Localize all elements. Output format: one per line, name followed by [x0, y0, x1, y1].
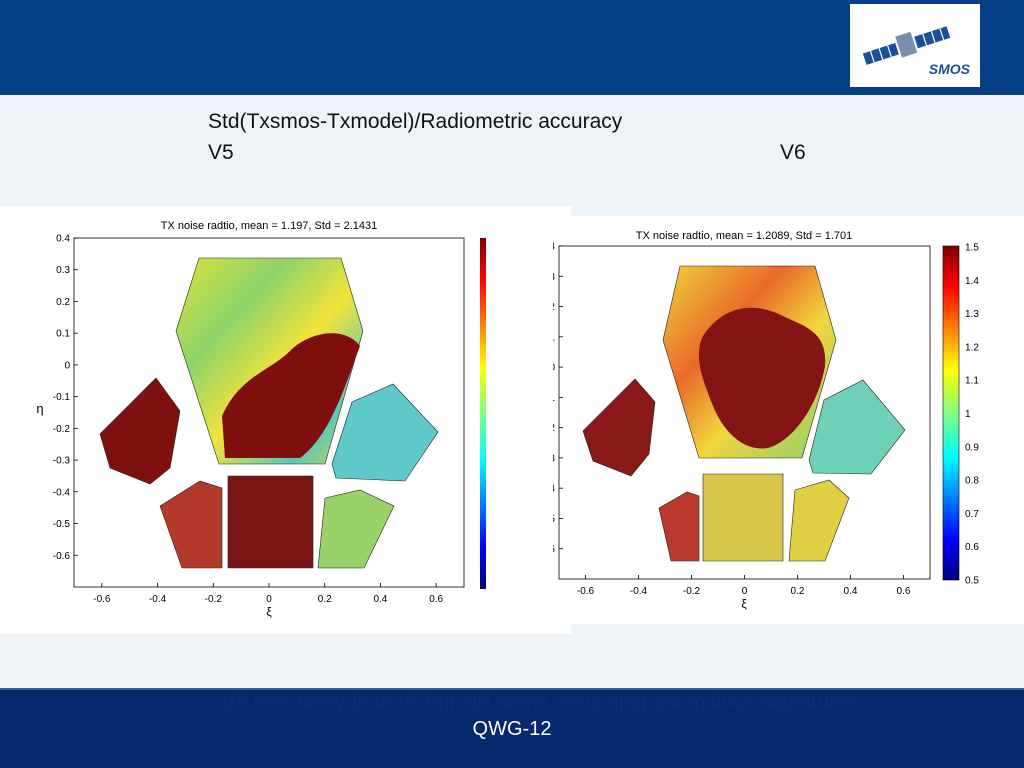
hot-spot: [222, 333, 360, 458]
y-axis-label: η: [36, 401, 43, 416]
footer-bar: [0, 688, 1024, 768]
y-tick-label: -0.1: [53, 392, 71, 403]
y-tick-label: -0.2: [553, 423, 555, 434]
chart-panel-v6: TX noise radtio, mean = 1.2089, Std = 1.…: [523, 216, 1024, 624]
y-tick-label: 0.2: [56, 297, 70, 308]
x-tick-label: 0: [742, 586, 748, 597]
smos-logo: SMOS: [850, 4, 980, 87]
region-bottom-center: [227, 475, 314, 569]
footnote: V6 less noisy than v5 but still some rem…: [221, 691, 859, 714]
x-tick-label: -0.6: [93, 594, 111, 605]
x-tick-label: 0.6: [897, 586, 911, 597]
chart-v6: TX noise radtio, mean = 1.2089, Std = 1.…: [523, 230, 979, 611]
y-tick-label: -0.1: [553, 393, 555, 404]
chart-v5: TX noise radtio, mean = 1.197, Std = 2.1…: [36, 220, 486, 619]
x-axis-label: ξ: [741, 597, 747, 611]
x-tick-label: 0.2: [791, 586, 805, 597]
region-left: [99, 377, 181, 485]
chart-title: TX noise radtio, mean = 1.197, Std = 2.1…: [161, 220, 377, 232]
region-bottom-right: [788, 479, 850, 562]
colorbar-tick-label: 1.3: [965, 309, 979, 320]
colorbar: [942, 245, 960, 581]
y-tick-label: -0.3: [553, 453, 555, 464]
logo-text: SMOS: [928, 61, 970, 77]
x-tick-label: -0.6: [577, 586, 595, 597]
field-map: [582, 265, 906, 562]
footer-code: QWG-12: [472, 718, 552, 740]
y-tick-label: 0.4: [553, 242, 555, 253]
y-tick-label: -0.6: [53, 551, 71, 562]
region-right: [331, 383, 439, 482]
y-tick-label: 0.1: [553, 332, 555, 343]
y-tick-label: -0.2: [53, 424, 71, 435]
y-tick-label: 0.2: [553, 302, 555, 313]
satellite-icon: [862, 26, 951, 65]
colorbar-tick-label: 0.8: [965, 476, 979, 487]
x-tick-label: 0.2: [318, 594, 332, 605]
x-tick-label: -0.2: [683, 586, 701, 597]
y-tick-label: 0.3: [553, 272, 555, 283]
region-bottom-center: [702, 473, 784, 562]
hot-spot: [698, 307, 826, 449]
x-tick-label: 0.4: [373, 594, 387, 605]
colorbar-tick-label: 0.5: [965, 576, 979, 587]
y-tick-label: 0.4: [56, 234, 70, 245]
colorbar-tick-label: 0.7: [965, 509, 979, 520]
region-right: [808, 379, 906, 475]
x-tick-label: 0.6: [429, 594, 443, 605]
slide-title: Std(Txsmos-Txmodel)/Radiometric accuracy: [208, 110, 623, 133]
colorbar-tick-label: 1: [965, 409, 971, 420]
y-tick-label: -0.3: [53, 456, 71, 467]
y-tick-label: -0.4: [553, 484, 555, 495]
colorbar: [480, 238, 486, 589]
colorbar-tick-label: 1.2: [965, 342, 979, 353]
region-bottom-left: [159, 480, 223, 569]
y-tick-label: 0.1: [56, 329, 70, 340]
colorbar-tick-label: 1.1: [965, 376, 979, 387]
x-tick-label: -0.4: [630, 586, 648, 597]
region-left: [582, 378, 656, 477]
y-tick-label: 0: [553, 363, 555, 374]
label-v5: V5: [208, 141, 234, 164]
x-tick-label: 0.4: [844, 586, 858, 597]
x-tick-label: -0.2: [205, 594, 223, 605]
colorbar-tick-label: 0.9: [965, 442, 979, 453]
x-tick-label: 0: [266, 594, 272, 605]
colorbar-tick-label: 1.5: [965, 243, 979, 254]
colorbar-tick-label: 1.4: [965, 276, 979, 287]
label-v6: V6: [780, 141, 806, 164]
x-tick-label: -0.4: [149, 594, 167, 605]
colorbar-tick-label: 0.6: [965, 542, 979, 553]
x-axis-label: ξ: [266, 605, 272, 619]
y-tick-label: -0.4: [53, 487, 71, 498]
y-tick-label: 0.3: [56, 265, 70, 276]
field-map: [99, 257, 439, 569]
y-tick-label: -0.5: [53, 519, 71, 530]
y-tick-label: -0.6: [553, 544, 555, 555]
y-tick-label: -0.5: [553, 514, 555, 525]
y-tick-label: 0: [64, 360, 70, 371]
region-bottom-right: [317, 489, 395, 569]
chart-panel-v5: TX noise radtio, mean = 1.197, Std = 2.1…: [0, 206, 571, 634]
chart-title: TX noise radtio, mean = 1.2089, Std = 1.…: [636, 230, 852, 242]
region-bottom-left: [658, 491, 700, 562]
